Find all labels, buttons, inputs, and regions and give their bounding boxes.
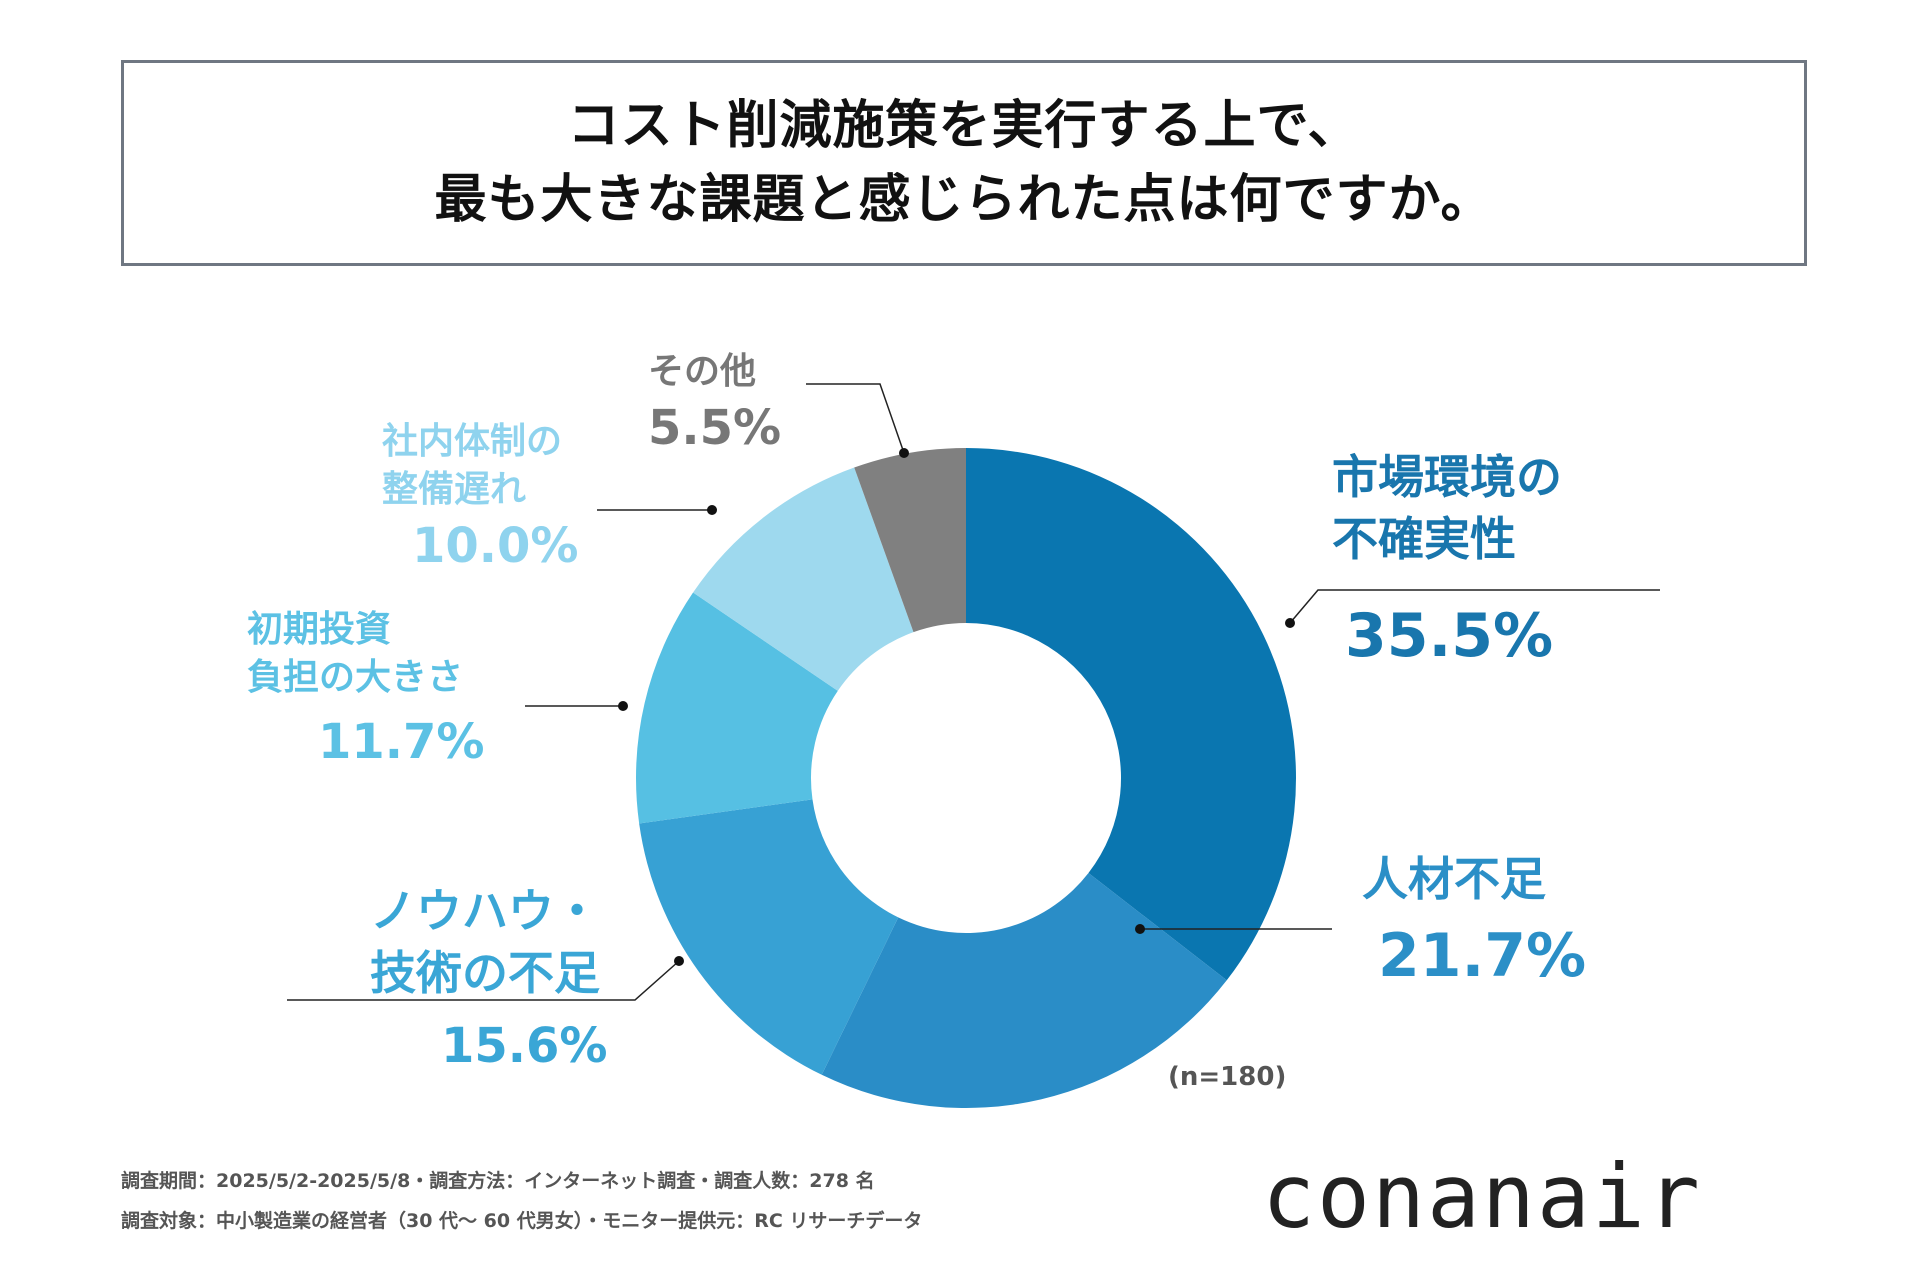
- value-org-delay: 10.0%: [412, 518, 579, 574]
- leader-dot-market: [1285, 618, 1295, 628]
- label-staff-shortage: 人材不足: [1362, 852, 1546, 906]
- donut-slice-3: [636, 592, 838, 824]
- leader-dot-staff: [1135, 924, 1145, 934]
- label-other: その他: [648, 351, 757, 392]
- value-knowhow-shortage: 15.6%: [441, 1018, 608, 1074]
- footer-survey-target: 調査対象：中小製造業の経営者（30 代〜 60 代男女）・モニター提供元：RC …: [121, 1210, 923, 1232]
- donut-slice-4: [693, 467, 914, 691]
- chart-title-line-2: 最も大きな課題と感じられた点は何ですか。: [434, 170, 1494, 230]
- chart-title-line-1: コスト削減施策を実行する上で、: [567, 96, 1361, 156]
- value-other: 5.5%: [648, 400, 782, 456]
- donut-slice-1: [821, 873, 1227, 1108]
- leader-dot-other: [899, 448, 909, 458]
- value-initial-investment: 11.7%: [318, 714, 485, 770]
- leader-line-market: [1289, 589, 1660, 624]
- leader-line-other: [806, 383, 905, 454]
- leader-lines: [287, 383, 1660, 1001]
- donut-slice-0: [966, 448, 1296, 981]
- value-market-uncertainty: 35.5%: [1345, 601, 1554, 671]
- footer-survey-period: 調査期間：2025/5/2-2025/5/8・調査方法：インターネット調査・調査…: [121, 1170, 875, 1192]
- sample-size: (n=180): [1168, 1062, 1287, 1092]
- label-org-delay: 社内体制の 整備遅れ: [382, 421, 563, 510]
- donut-slices: [636, 448, 1296, 1108]
- leader-line-knowhow: [287, 960, 680, 1001]
- title-box: コスト削減施策を実行する上で、 最も大きな課題と感じられた点は何ですか。: [121, 60, 1807, 266]
- donut-slice-2: [639, 799, 899, 1075]
- label-knowhow-shortage: ノウハウ・ 技術の不足: [370, 884, 600, 1000]
- label-market-uncertainty: 市場環境の 不確実性: [1332, 450, 1562, 566]
- conanair-logo: conanair: [1262, 1145, 1702, 1248]
- leader-dot-knowhow: [674, 956, 684, 966]
- label-initial-investment: 初期投資 負担の大きさ: [247, 609, 464, 698]
- leader-dot-invest: [618, 701, 628, 711]
- leader-dot-org: [707, 505, 717, 515]
- donut-slice-5: [854, 448, 966, 633]
- value-staff-shortage: 21.7%: [1378, 921, 1587, 991]
